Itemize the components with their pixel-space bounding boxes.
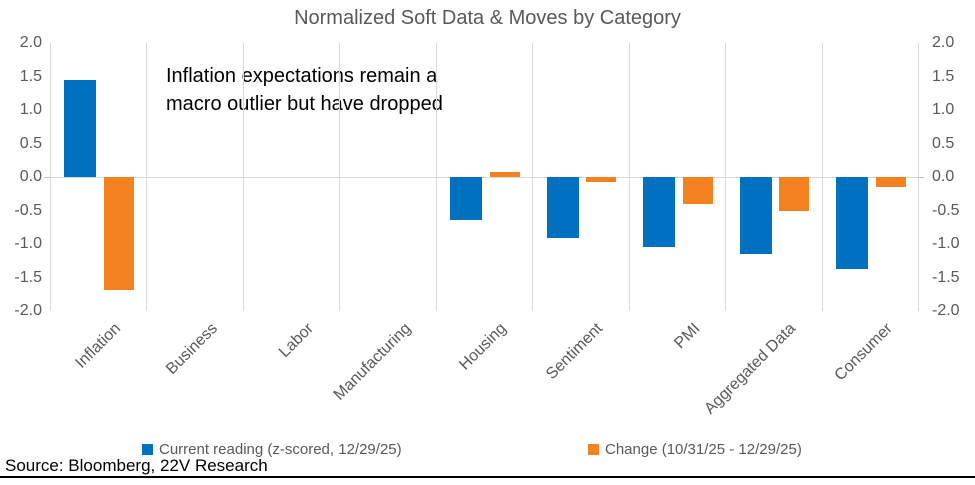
- source-attribution: Source: Bloomberg, 22V Research: [5, 456, 268, 475]
- y-tick-right: 0.0: [932, 168, 955, 185]
- chart-title: Normalized Soft Data & Moves by Category: [294, 7, 681, 29]
- annotation-line-1: Inflation expectations remain a: [166, 65, 438, 87]
- bottom-divider: [0, 476, 975, 478]
- y-tick-left: -2.0: [14, 302, 42, 319]
- bar-change-housing: [490, 172, 520, 177]
- x-label-aggregated-data: Aggregated Data: [701, 320, 800, 418]
- y-tick-left: 1.0: [19, 101, 42, 118]
- bar-current-aggregated-data: [740, 177, 772, 254]
- legend-item-change: Change (10/31/25 - 12/29/25): [588, 441, 802, 458]
- y-tick-right: -1.5: [932, 269, 960, 286]
- y-tick-right: 1.0: [932, 101, 955, 118]
- bar-current-pmi: [643, 177, 675, 247]
- bar-current-consumer: [836, 177, 868, 269]
- annotation-line-2: macro outlier but have dropped: [166, 93, 443, 115]
- y-tick-right: -1.0: [932, 235, 960, 252]
- x-label-inflation: Inflation: [72, 320, 125, 372]
- bar-current-sentiment: [547, 177, 579, 238]
- y-tick-left: 1.5: [19, 68, 42, 85]
- y-tick-left: 0.5: [19, 135, 42, 152]
- zero-axis-tick: [918, 177, 924, 178]
- x-label-manufacturing: Manufacturing: [330, 320, 415, 404]
- bar-change-pmi: [683, 177, 713, 204]
- y-tick-right: 0.5: [932, 135, 955, 152]
- legend-swatch-blue: [142, 444, 153, 455]
- y-tick-left: -0.5: [14, 202, 42, 219]
- legend-label-current-reading: Current reading (z-scored, 12/29/25): [159, 441, 402, 458]
- x-label-business: Business: [163, 320, 222, 378]
- y-tick-left: -1.5: [14, 269, 42, 286]
- x-label-pmi: PMI: [670, 320, 704, 353]
- zero-axis-tick: [44, 177, 50, 178]
- y-tick-right: -2.0: [932, 302, 960, 319]
- y-tick-left: 2.0: [19, 34, 42, 51]
- bar-change-sentiment: [586, 177, 616, 182]
- legend-label-change: Change (10/31/25 - 12/29/25): [605, 441, 802, 458]
- bar-change-inflation: [104, 177, 134, 290]
- x-label-consumer: Consumer: [831, 320, 897, 385]
- bar-current-housing: [450, 177, 482, 220]
- zero-axis-line: [50, 177, 918, 178]
- y-tick-right: 1.5: [932, 68, 955, 85]
- legend-item-current-reading: Current reading (z-scored, 12/29/25): [142, 441, 402, 458]
- y-tick-right: 2.0: [932, 34, 955, 51]
- y-tick-left: 0.0: [19, 168, 42, 185]
- y-tick-right: -0.5: [932, 202, 960, 219]
- bar-current-inflation: [64, 80, 96, 177]
- bar-change-aggregated-data: [779, 177, 809, 211]
- y-tick-left: -1.0: [14, 235, 42, 252]
- x-label-labor: Labor: [276, 320, 318, 361]
- x-label-housing: Housing: [456, 320, 511, 374]
- x-label-sentiment: Sentiment: [543, 320, 607, 383]
- bar-change-consumer: [876, 177, 906, 187]
- plot-area: [50, 43, 919, 311]
- annotation-text: Inflation expectations remain a macro ou…: [166, 62, 443, 118]
- legend-swatch-orange: [588, 444, 599, 455]
